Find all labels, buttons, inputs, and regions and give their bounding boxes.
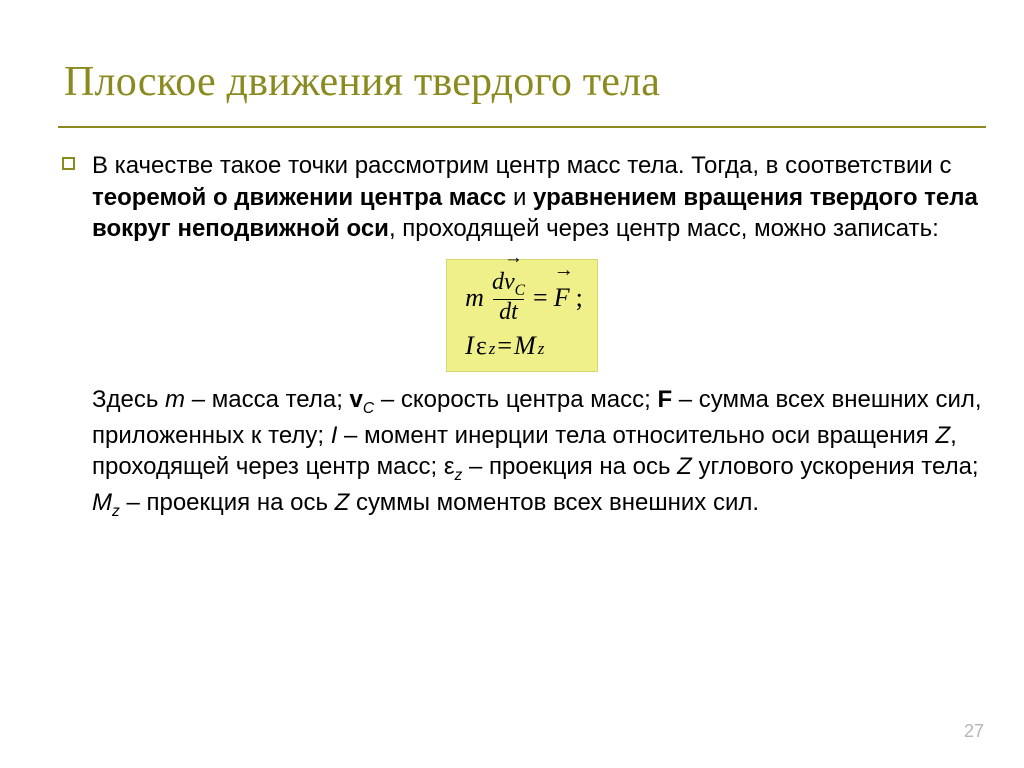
equation-line-2: Iεz = Mz <box>465 331 583 361</box>
p2-t0: Здесь <box>92 386 165 413</box>
p2-t8: – проекция на ось <box>120 489 335 516</box>
paragraph-1: В качестве такое точки рассмотрим центр … <box>58 150 986 245</box>
p2-vC: v <box>350 386 363 413</box>
p2-F: F <box>657 386 672 413</box>
sym-equals-2: = <box>497 331 512 361</box>
p2-m: m <box>165 386 185 413</box>
sub-z-2: z <box>538 339 545 358</box>
p2-t6: – проекция на ось <box>462 453 677 480</box>
title-underline <box>58 126 986 128</box>
sub-C: C <box>515 282 525 299</box>
sym-F: F <box>554 283 570 312</box>
fraction-denominator: dt <box>493 299 524 325</box>
p2-t7: углового ускорения тела; <box>692 453 979 480</box>
formula-box: m d→vC dt = →F; Iεz = Mz <box>446 259 598 372</box>
p2-t9: суммы моментов всех внешних сил. <box>349 489 759 516</box>
p2-Z3: Z <box>335 489 350 516</box>
vector-F: →F <box>554 283 570 313</box>
sym-semicolon: ; <box>576 283 583 313</box>
sym-m: m <box>465 283 484 313</box>
p2-t4: – момент инерции тела относительно оси в… <box>337 422 935 449</box>
p2-t2: – скорость центра масс; <box>374 386 657 413</box>
p1-text-pre: В качестве такое точки рассмотрим центр … <box>92 152 952 179</box>
p1-bold-1: теоремой о движении центра масс <box>92 184 506 211</box>
p2-vC-sub: C <box>363 400 374 417</box>
vector-v: →v <box>504 270 515 295</box>
p2-vC-v: v <box>350 386 363 413</box>
p2-Z1: Z <box>935 422 950 449</box>
slide: Плоское движения твердого тела В качеств… <box>0 0 1024 768</box>
p2-Mz: M <box>92 489 112 516</box>
paragraph-2: Здесь m – масса тела; vC – скорость цент… <box>58 384 986 522</box>
p2-Mz-sub: z <box>112 502 120 519</box>
sym-d-num: d <box>492 269 504 295</box>
bullet-square-icon <box>62 157 75 170</box>
p2-t1: – масса тела; <box>185 386 350 413</box>
p2-Z2: Z <box>677 453 692 480</box>
slide-number: 27 <box>964 721 984 742</box>
p2-eps: ε <box>444 453 455 480</box>
sym-v: v <box>504 269 515 295</box>
formula-container: m d→vC dt = →F; Iεz = Mz <box>58 259 986 372</box>
sym-I: I <box>465 331 474 361</box>
equation-line-1: m d→vC dt = →F; <box>465 270 583 325</box>
sym-M: M <box>514 331 536 361</box>
p1-text-post: , проходящей через центр масс, можно зап… <box>389 215 939 242</box>
fraction: d→vC dt <box>490 270 527 325</box>
sub-z-1: z <box>489 339 496 358</box>
slide-body: В качестве такое точки рассмотрим центр … <box>58 150 986 522</box>
slide-title: Плоское движения твердого тела <box>58 58 986 120</box>
fraction-numerator: d→vC <box>490 270 527 299</box>
p1-text-mid: и <box>506 184 533 211</box>
sym-equals-1: = <box>533 283 548 313</box>
sym-epsilon: ε <box>476 331 487 361</box>
